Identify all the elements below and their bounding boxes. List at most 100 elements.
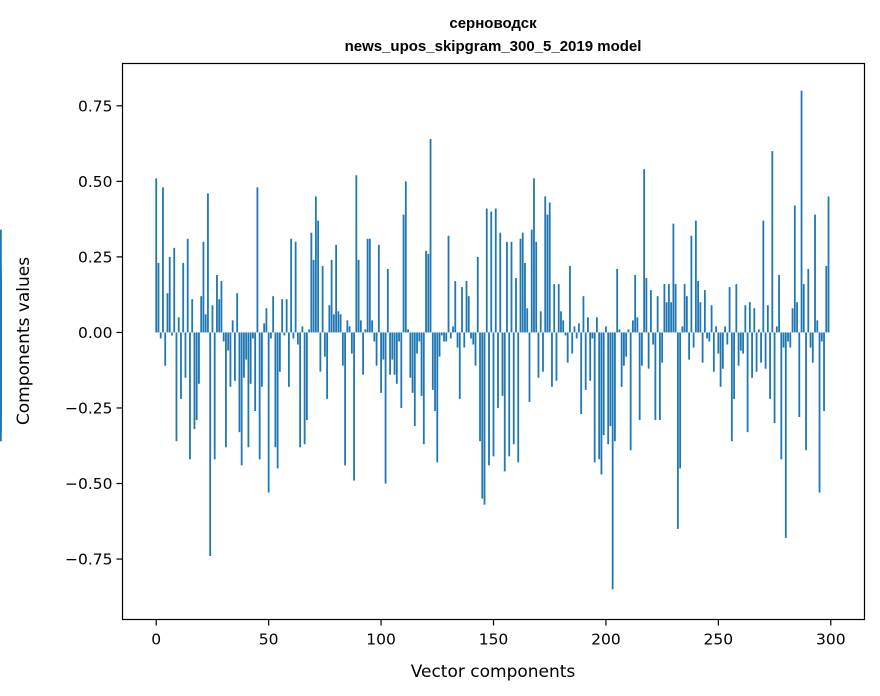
- bar: [339, 314, 342, 333]
- bar: [730, 332, 733, 442]
- bar: [724, 326, 726, 333]
- bar: [692, 332, 695, 348]
- bar: [818, 332, 821, 493]
- bar: [398, 332, 400, 342]
- bar: [204, 314, 207, 333]
- bar: [175, 332, 178, 442]
- bar: [261, 332, 263, 387]
- bar: [474, 332, 477, 366]
- bar: [249, 332, 252, 384]
- bar: [485, 208, 488, 333]
- bar: [517, 332, 520, 463]
- bar: [166, 293, 169, 333]
- bar: [809, 332, 812, 348]
- bar: [654, 332, 657, 421]
- bar: [245, 332, 248, 360]
- bar: [703, 290, 706, 333]
- x-axis-ticks: 0 50 100 150 200 250 300: [151, 619, 846, 649]
- bar: [420, 332, 423, 396]
- bar: [285, 299, 288, 333]
- bar: [546, 214, 549, 333]
- bar: [202, 241, 205, 333]
- bar: [589, 332, 592, 381]
- bar: [591, 332, 594, 339]
- bar: [240, 332, 243, 466]
- bar: [587, 317, 589, 333]
- bar: [607, 332, 610, 445]
- bar: [429, 139, 432, 333]
- bar: [290, 238, 293, 333]
- bar: [229, 332, 232, 387]
- bar: [605, 326, 607, 333]
- bar: [173, 247, 176, 333]
- bar: [323, 332, 326, 357]
- bar: [368, 238, 371, 333]
- bar: [234, 332, 236, 381]
- x-tick-label: 250: [704, 631, 734, 649]
- bar: [270, 332, 272, 339]
- bar: [614, 332, 616, 442]
- bar: [490, 211, 493, 333]
- bar: [164, 332, 167, 366]
- bar: [701, 332, 704, 363]
- bar: [319, 332, 322, 372]
- bar: [182, 262, 185, 333]
- bar: [380, 332, 382, 393]
- bar: [227, 332, 230, 351]
- bar: [627, 329, 630, 333]
- bar: [220, 281, 223, 333]
- bar: [679, 332, 682, 469]
- bar: [656, 296, 659, 333]
- bar: [301, 326, 304, 333]
- bar: [357, 259, 360, 333]
- bar: [418, 332, 421, 342]
- bar: [542, 332, 544, 372]
- x-tick-label: 100: [366, 631, 396, 649]
- plot-frame: [121, 62, 866, 621]
- bar: [310, 232, 313, 333]
- y-tick-label: −0.75: [65, 551, 113, 569]
- bar: [652, 332, 655, 345]
- bar: [753, 308, 756, 333]
- bar: [303, 332, 306, 445]
- bar: [386, 268, 389, 333]
- bar: [332, 314, 335, 333]
- bar: [593, 332, 596, 463]
- bar: [643, 169, 646, 333]
- bar: [816, 320, 819, 333]
- bar: [287, 332, 290, 387]
- y-tick-label: −0.50: [65, 475, 113, 493]
- bar: [213, 332, 216, 460]
- bar: [802, 284, 805, 333]
- bar: [465, 281, 468, 333]
- y-tick-label: 0.25: [78, 248, 113, 266]
- bar: [629, 332, 632, 451]
- bar: [530, 229, 533, 333]
- bar: [328, 305, 331, 333]
- bar: [564, 332, 567, 336]
- bar: [746, 332, 749, 433]
- bar: [391, 332, 394, 360]
- bar: [452, 326, 454, 333]
- x-tick-label: 300: [816, 631, 846, 649]
- bar: [706, 332, 709, 339]
- bar: [676, 332, 679, 529]
- bar: [515, 278, 517, 333]
- bar: [820, 332, 823, 342]
- bar: [171, 332, 173, 336]
- bar: [436, 332, 439, 463]
- bar: [503, 332, 506, 472]
- bar: [330, 259, 333, 333]
- bar: [438, 332, 441, 357]
- bar: [308, 329, 311, 333]
- bar: [456, 332, 459, 348]
- bar: [326, 332, 329, 399]
- bar: [764, 332, 767, 369]
- bar: [447, 235, 450, 333]
- bar: [193, 332, 196, 430]
- bar: [787, 332, 789, 342]
- bar: [254, 332, 257, 411]
- x-tick-label: 50: [259, 631, 279, 649]
- bar: [483, 332, 486, 505]
- bar: [292, 332, 295, 339]
